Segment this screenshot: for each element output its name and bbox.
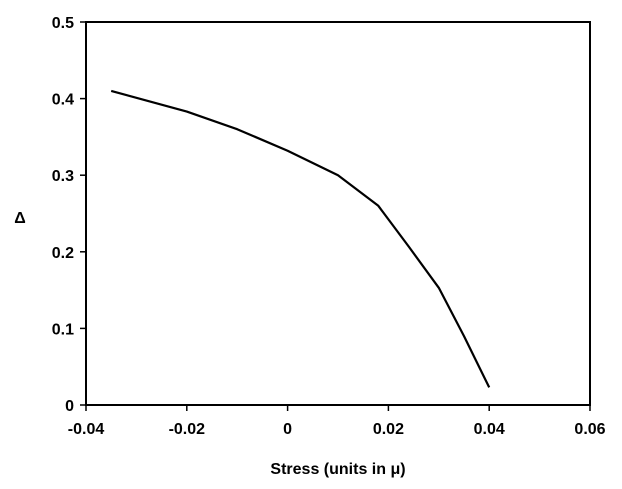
y-tick-label: 0.5 (52, 15, 74, 32)
y-tick-label: 0.4 (52, 92, 74, 109)
series-layer (110, 89, 491, 388)
x-tick-label: 0.04 (474, 421, 505, 438)
x-tick-label: 0.06 (574, 421, 605, 438)
y-tick-label: 0.3 (52, 168, 74, 185)
plot-area (85, 21, 591, 406)
x-tick-label: -0.04 (68, 421, 105, 438)
y-axis-title: Δ (14, 210, 26, 227)
y-tick-label: 0.1 (52, 321, 74, 338)
x-tick-label: -0.02 (169, 421, 206, 438)
y-tick-label: 0 (65, 398, 74, 415)
y-tick-label: 0.2 (52, 245, 74, 262)
series-line (110, 89, 491, 388)
x-tick-label: 0.02 (373, 421, 404, 438)
y-axis-ticks: 0 0.1 0.2 0.3 0.4 0.5 (52, 15, 86, 415)
x-tick-label: 0 (283, 421, 292, 438)
x-axis-ticks: -0.04 -0.02 0 0.02 0.04 0.06 (68, 405, 606, 438)
x-axis-title: Stress (units in μ) (270, 461, 405, 478)
